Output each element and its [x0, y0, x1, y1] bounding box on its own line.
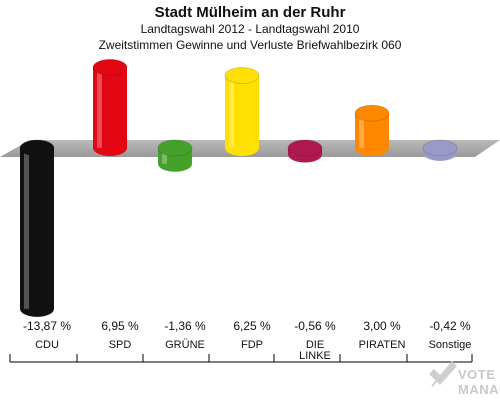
value-label-cdu: -13,87 % — [23, 319, 71, 333]
category-label-piraten: PIRATEN — [359, 339, 406, 351]
bar-cap — [92, 58, 128, 76]
bar-body — [225, 75, 259, 156]
bar-cap — [19, 139, 55, 157]
bar-cap — [354, 104, 390, 122]
bar-body — [355, 113, 389, 156]
bar-gruene — [157, 139, 193, 172]
bar-cap — [422, 139, 458, 157]
bar-cap — [224, 67, 260, 84]
category-axis: -13,87 % CDU 6,95 % SPD -1,36 % GRÜNE 6,25 % FD… — [9, 319, 473, 363]
category-label-die-linke-line-1: DIE — [306, 339, 324, 351]
chart-title: Stadt Mülheim an der Ruhr — [154, 4, 346, 21]
bar-cap — [287, 139, 323, 157]
bar-sonstige — [422, 139, 458, 161]
value-label-piraten: 3,00 % — [363, 319, 401, 333]
chart-subtitle: Landtagswahl 2012 - Landtagswahl 2010 — [140, 22, 360, 36]
bar-spd — [92, 58, 128, 156]
value-label-sonstige: -0,42 % — [429, 319, 471, 333]
value-label-gruene: -1,36 % — [164, 319, 206, 333]
bar-die-linke — [287, 139, 323, 163]
bars-group — [19, 58, 458, 317]
category-label-sonstige: Sonstige — [429, 339, 472, 351]
watermark: VOTE MANAGER — [429, 361, 500, 397]
bar-cap — [157, 139, 193, 157]
bar-highlight — [24, 148, 29, 309]
bar-highlight — [162, 148, 167, 164]
bar-cdu — [19, 139, 55, 317]
bar-highlight — [229, 75, 234, 148]
value-label-fdp: 6,25 % — [233, 319, 271, 333]
watermark-line-2: MANAGER — [458, 382, 500, 397]
watermark-line-1: VOTE — [458, 367, 495, 382]
bar-body — [93, 67, 127, 156]
category-label-fdp: FDP — [241, 339, 263, 351]
bar-piraten — [354, 104, 390, 156]
bar-highlight — [359, 113, 364, 148]
bar-body — [20, 148, 54, 317]
category-label-die-linke-line-2: LINKE — [299, 350, 331, 362]
category-label-spd: SPD — [109, 339, 132, 351]
bar-fdp — [224, 67, 260, 156]
chart-subtitle-2: Zweitstimmen Gewinne und Verluste Briefw… — [98, 38, 402, 52]
value-label-die-linke: -0,56 % — [294, 319, 336, 333]
category-label-cdu: CDU — [35, 339, 59, 351]
bar-highlight — [97, 67, 102, 148]
category-label-gruene: GRÜNE — [165, 339, 205, 351]
checkmark-icon — [429, 361, 457, 387]
value-label-spd: 6,95 % — [101, 319, 139, 333]
